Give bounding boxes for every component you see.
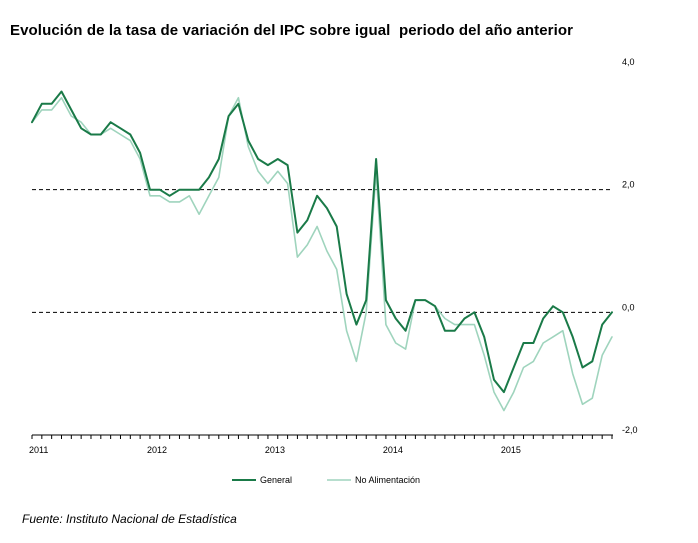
chart-title: Evolución de la tasa de variación del IP… — [10, 22, 574, 39]
x-tick-label: 2013 — [265, 445, 285, 455]
legend-label-general: General — [260, 475, 292, 485]
legend: General No Alimentación — [232, 475, 420, 485]
y-tick-label: -2,0 — [622, 425, 638, 435]
series-lines — [31, 90, 613, 412]
x-tick-label: 2011 — [29, 445, 48, 455]
series-line-general — [31, 90, 613, 394]
y-tick-label: 4,0 — [622, 57, 635, 67]
y-tick-label: 0,0 — [622, 302, 635, 312]
x-tick-label: 2015 — [501, 445, 521, 455]
series-line-no-alimentacion — [31, 96, 613, 412]
x-tick-label: 2014 — [383, 445, 403, 455]
x-tick-label: 2012 — [147, 445, 167, 455]
y-tick-label: 2,0 — [622, 180, 635, 190]
legend-label-no-alimentacion: No Alimentación — [355, 475, 420, 485]
axes: 2011 2012 2013 2014 2015 4,0 2,0 0,0 -2,0 — [29, 57, 638, 455]
source-note: Fuente: Instituto Nacional de Estadístic… — [22, 512, 237, 526]
reference-lines — [32, 189, 612, 313]
